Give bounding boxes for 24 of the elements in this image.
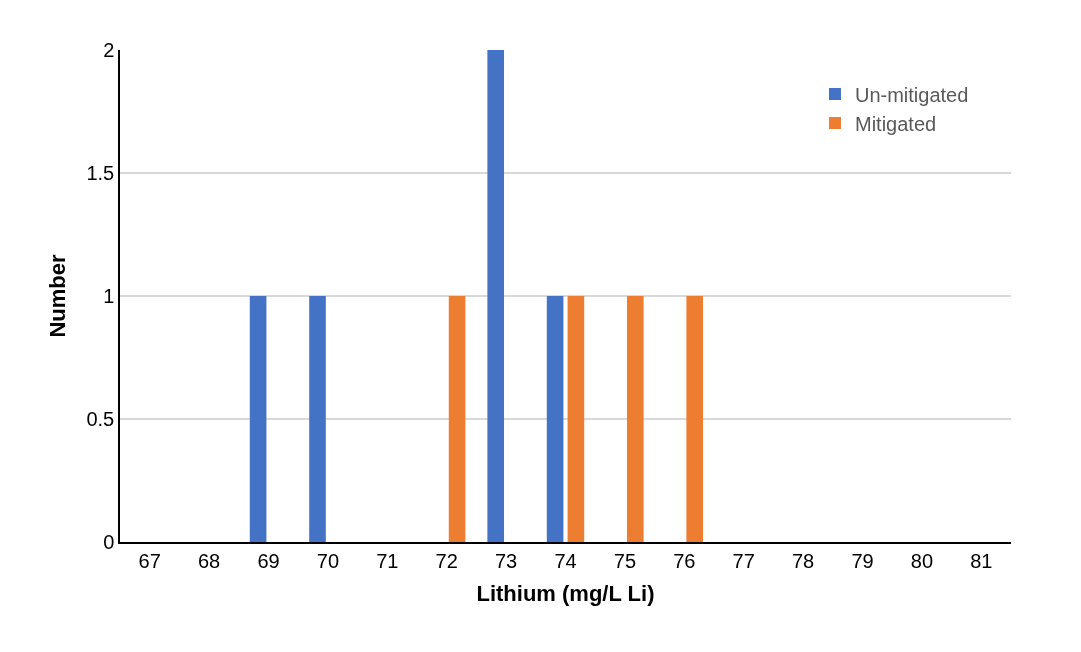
x-tick-label: 75	[613, 549, 637, 572]
x-tick-label: 72	[435, 549, 458, 572]
x-tick-label: 70	[316, 549, 340, 572]
x-tick-label: 77	[732, 549, 755, 572]
x-tick-label: 71	[376, 549, 399, 572]
x-tick-label: 79	[851, 549, 874, 572]
x-tick-label: 68	[197, 549, 221, 572]
x-axis-title: Lithium (mg/L Li)	[476, 581, 655, 607]
legend-label: Mitigated	[854, 112, 937, 135]
y-axis-title: Number	[44, 254, 70, 338]
x-tick-label: 81	[970, 549, 993, 572]
x-tick-label: 73	[494, 549, 518, 572]
x-tick-label: 74	[554, 549, 577, 572]
y-tick-label: 2	[103, 39, 115, 61]
legend-label: Un-mitigated	[854, 83, 969, 106]
x-tick-label: 67	[138, 549, 161, 572]
y-tick-label: 1	[103, 285, 115, 307]
y-tick-label: 1.5	[86, 162, 115, 184]
y-tick-label: 0	[103, 531, 115, 553]
x-tick-label: 78	[791, 549, 815, 572]
x-tick-label: 80	[910, 549, 934, 572]
x-tick-label: 69	[257, 549, 280, 572]
y-tick-label: 0.5	[86, 408, 115, 430]
x-tick-label: 76	[673, 549, 696, 572]
